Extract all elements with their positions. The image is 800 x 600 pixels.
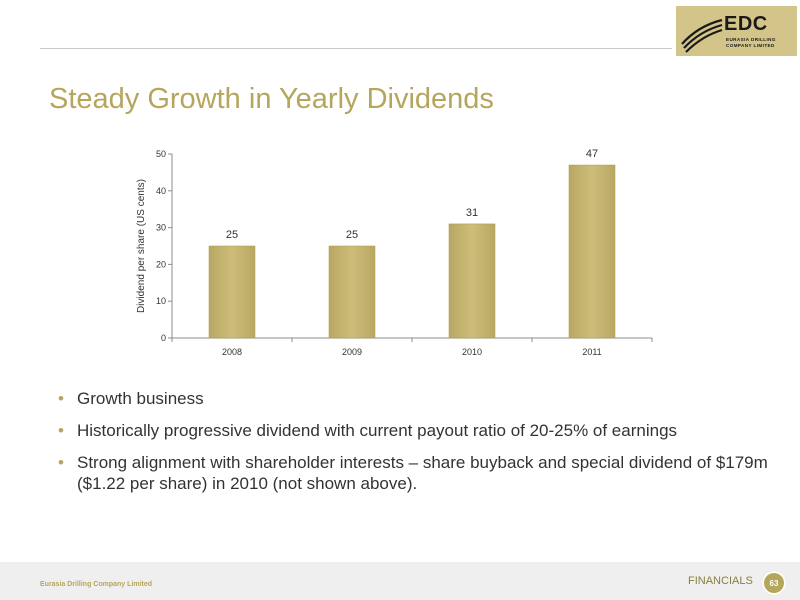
y-tick-label: 20 xyxy=(156,259,166,269)
bullet-dot-icon: • xyxy=(58,453,64,472)
y-tick-label: 30 xyxy=(156,223,166,233)
logo-wordmark: EDC xyxy=(724,13,768,35)
bullet-text: Historically progressive dividend with c… xyxy=(77,421,678,440)
bar-2008 xyxy=(208,245,256,339)
page-title: Steady Growth in Yearly Dividends xyxy=(49,83,494,116)
page-number-badge: 63 xyxy=(762,571,786,595)
data-label: 25 xyxy=(346,229,358,241)
data-label: 25 xyxy=(226,229,238,241)
footer-company-name: Eurasia Drilling Company Limited xyxy=(40,581,153,588)
bullet-item: • Strong alignment with shareholder inter… xyxy=(58,452,768,494)
x-tick-label: 2009 xyxy=(342,347,362,357)
footer-section-label: FINANCIALS xyxy=(688,575,753,587)
bar-2009 xyxy=(328,245,376,339)
company-logo: EDC EURASIA DRILLING COMPANY LIMITED xyxy=(676,6,797,56)
bullet-text: Strong alignment with shareholder intere… xyxy=(77,453,768,493)
y-tick-label: 10 xyxy=(156,296,166,306)
bullet-dot-icon: • xyxy=(58,421,64,440)
bullet-item: • Historically progressive dividend with … xyxy=(58,420,768,441)
bullet-dot-icon: • xyxy=(58,389,64,408)
logo-subtitle-line2: COMPANY LIMITED xyxy=(726,43,775,48)
bullet-text: Growth business xyxy=(77,389,204,408)
footer-bar: Eurasia Drilling Company Limited FINANCI… xyxy=(0,562,800,600)
x-tick-label: 2011 xyxy=(582,347,601,357)
y-tick-label: 0 xyxy=(161,333,166,343)
dividend-bar-chart: 0 10 20 30 40 50 25 2008 25 2009 31 2010 47 2011 Divid… xyxy=(136,148,653,357)
bullet-item: • Growth business xyxy=(58,388,768,409)
x-tick-label: 2008 xyxy=(222,347,242,357)
data-label: 31 xyxy=(466,207,478,219)
logo-swoosh-icon xyxy=(681,18,723,53)
logo-subtitle-line1: EURASIA DRILLING xyxy=(726,37,776,42)
y-tick-label: 40 xyxy=(156,186,166,196)
bullet-list: • Growth business • Historically progressi… xyxy=(58,388,768,505)
data-label: 47 xyxy=(586,148,598,160)
bar-2010 xyxy=(448,223,496,339)
x-tick-label: 2010 xyxy=(462,347,482,357)
header-divider xyxy=(40,48,672,49)
y-axis-label: Dividend per share (US cents) xyxy=(136,179,147,313)
bar-2011 xyxy=(568,164,616,339)
y-tick-label: 50 xyxy=(156,149,166,159)
